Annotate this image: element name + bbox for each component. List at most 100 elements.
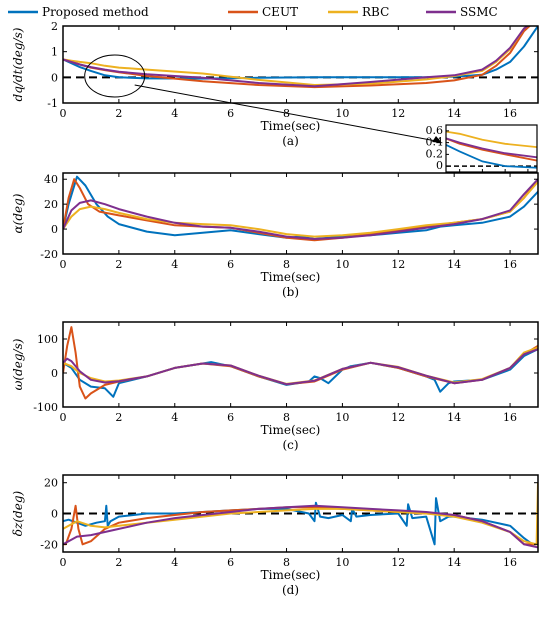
y-tick-label: -20 xyxy=(40,248,58,261)
y-tick-label: 20 xyxy=(44,198,58,211)
x-tick-label: 12 xyxy=(391,107,405,120)
x-tick-label: 4 xyxy=(171,258,178,271)
x-tick-label: 14 xyxy=(447,258,461,271)
inset-series-line xyxy=(446,137,537,162)
inset-series-line xyxy=(446,137,537,159)
series-group xyxy=(63,26,538,89)
x-tick-label: 14 xyxy=(447,107,461,120)
series-line-ssmc xyxy=(63,178,538,240)
y-tick-label: 100 xyxy=(37,333,58,346)
x-tick-label: 2 xyxy=(115,258,122,271)
series-line-proposed-method xyxy=(63,497,538,546)
panel-c: 0 2 4 6 8 10 12 14 16-1000100Time(sec)(c)ω(deg/s… xyxy=(11,321,539,452)
x-axis-label: Time(sec) xyxy=(261,119,321,133)
series-group xyxy=(63,175,538,242)
x-tick-label: 4 xyxy=(171,556,178,569)
inset-y-tick-label: 0.6 xyxy=(426,124,444,137)
inset-y-tick-label: 0.4 xyxy=(426,136,444,149)
x-tick-label: 6 xyxy=(227,258,234,271)
x-tick-label: 14 xyxy=(447,556,461,569)
legend-label: SSMC xyxy=(460,5,498,19)
x-axis-label: Time(sec) xyxy=(261,270,321,284)
y-tick-label: -20 xyxy=(40,538,58,551)
x-tick-label: 8 xyxy=(283,411,290,424)
inset-series-line xyxy=(446,143,537,169)
plot-frame xyxy=(62,25,539,104)
y-axis-label: dq/dt(deg/s) xyxy=(11,27,25,101)
series-group xyxy=(63,326,538,400)
x-tick-label: 12 xyxy=(391,556,405,569)
x-tick-label: 16 xyxy=(503,107,517,120)
x-axis-label: Time(sec) xyxy=(261,423,321,437)
series-group xyxy=(63,482,538,549)
y-axis-label: ω(deg/s) xyxy=(11,338,25,390)
x-axis-label: Time(sec) xyxy=(261,568,321,582)
inset-y-tick-label: 0 xyxy=(436,159,443,172)
panel-caption: (b) xyxy=(282,285,299,299)
panel-a: 0246810121416-1012Time(sec)(a)dq/dt(deg/… xyxy=(11,20,539,148)
x-tick-label: 4 xyxy=(171,107,178,120)
series-line-ssmc xyxy=(63,26,530,88)
x-tick-label: 6 xyxy=(227,556,234,569)
zoom-ellipse xyxy=(84,54,146,98)
y-tick-label: 0 xyxy=(51,71,58,84)
x-tick-label: 16 xyxy=(503,556,517,569)
y-tick-label: 0 xyxy=(51,223,58,236)
legend-label: CEUT xyxy=(262,5,298,19)
y-tick-label: 1 xyxy=(51,46,58,59)
plot-frame xyxy=(62,172,539,255)
x-tick-label: 8 xyxy=(283,258,290,271)
plot-frame xyxy=(62,321,539,408)
zoom-arrowhead xyxy=(432,136,442,143)
legend: Proposed method CEUT RBC SSMC xyxy=(8,5,498,19)
y-tick-label: -100 xyxy=(33,401,58,414)
x-tick-label: 14 xyxy=(447,411,461,424)
panel-caption: (d) xyxy=(282,583,299,597)
y-tick-label: 40 xyxy=(44,173,58,186)
inset-series-group xyxy=(446,130,537,169)
legend-label: Proposed method xyxy=(42,5,149,19)
inset-y-tick-label: 0.2 xyxy=(426,147,444,160)
plot-area xyxy=(63,322,538,407)
series-line-proposed-method xyxy=(63,348,538,398)
y-axis-label: δz(deg) xyxy=(11,490,25,536)
x-tick-label: 0 xyxy=(60,556,67,569)
x-tick-label: 10 xyxy=(335,411,349,424)
x-tick-label: 16 xyxy=(503,258,517,271)
plot-area xyxy=(63,173,538,254)
x-tick-label: 4 xyxy=(171,411,178,424)
zoom-arrow-line xyxy=(134,84,437,142)
y-tick-label: 0 xyxy=(51,508,58,521)
plot-area xyxy=(63,26,538,103)
x-tick-label: 2 xyxy=(115,411,122,424)
panel-caption: (a) xyxy=(282,134,299,148)
x-tick-label: 0 xyxy=(60,107,67,120)
x-tick-label: 0 xyxy=(60,411,67,424)
x-tick-label: 2 xyxy=(115,556,122,569)
y-tick-label: 20 xyxy=(44,477,58,490)
inset-series-line xyxy=(446,130,537,148)
x-tick-label: 10 xyxy=(335,107,349,120)
x-tick-label: 8 xyxy=(283,556,290,569)
y-axis-label: α(deg) xyxy=(11,193,25,233)
x-tick-label: 0 xyxy=(60,258,67,271)
series-line-ssmc xyxy=(63,504,538,549)
x-tick-label: 12 xyxy=(391,411,405,424)
inset-area xyxy=(446,125,537,172)
legend-label: RBC xyxy=(362,5,389,19)
panel-caption: (c) xyxy=(282,438,298,452)
x-tick-label: 10 xyxy=(335,258,349,271)
y-tick-label: 2 xyxy=(51,20,58,33)
x-tick-label: 6 xyxy=(227,107,234,120)
x-tick-label: 2 xyxy=(115,107,122,120)
x-tick-label: 12 xyxy=(391,258,405,271)
x-tick-label: 6 xyxy=(227,411,234,424)
x-tick-label: 16 xyxy=(503,411,517,424)
y-tick-label: 0 xyxy=(51,367,58,380)
inset-frame xyxy=(445,124,538,173)
series-line-proposed-method xyxy=(63,26,538,80)
y-tick-label: -1 xyxy=(47,97,58,110)
